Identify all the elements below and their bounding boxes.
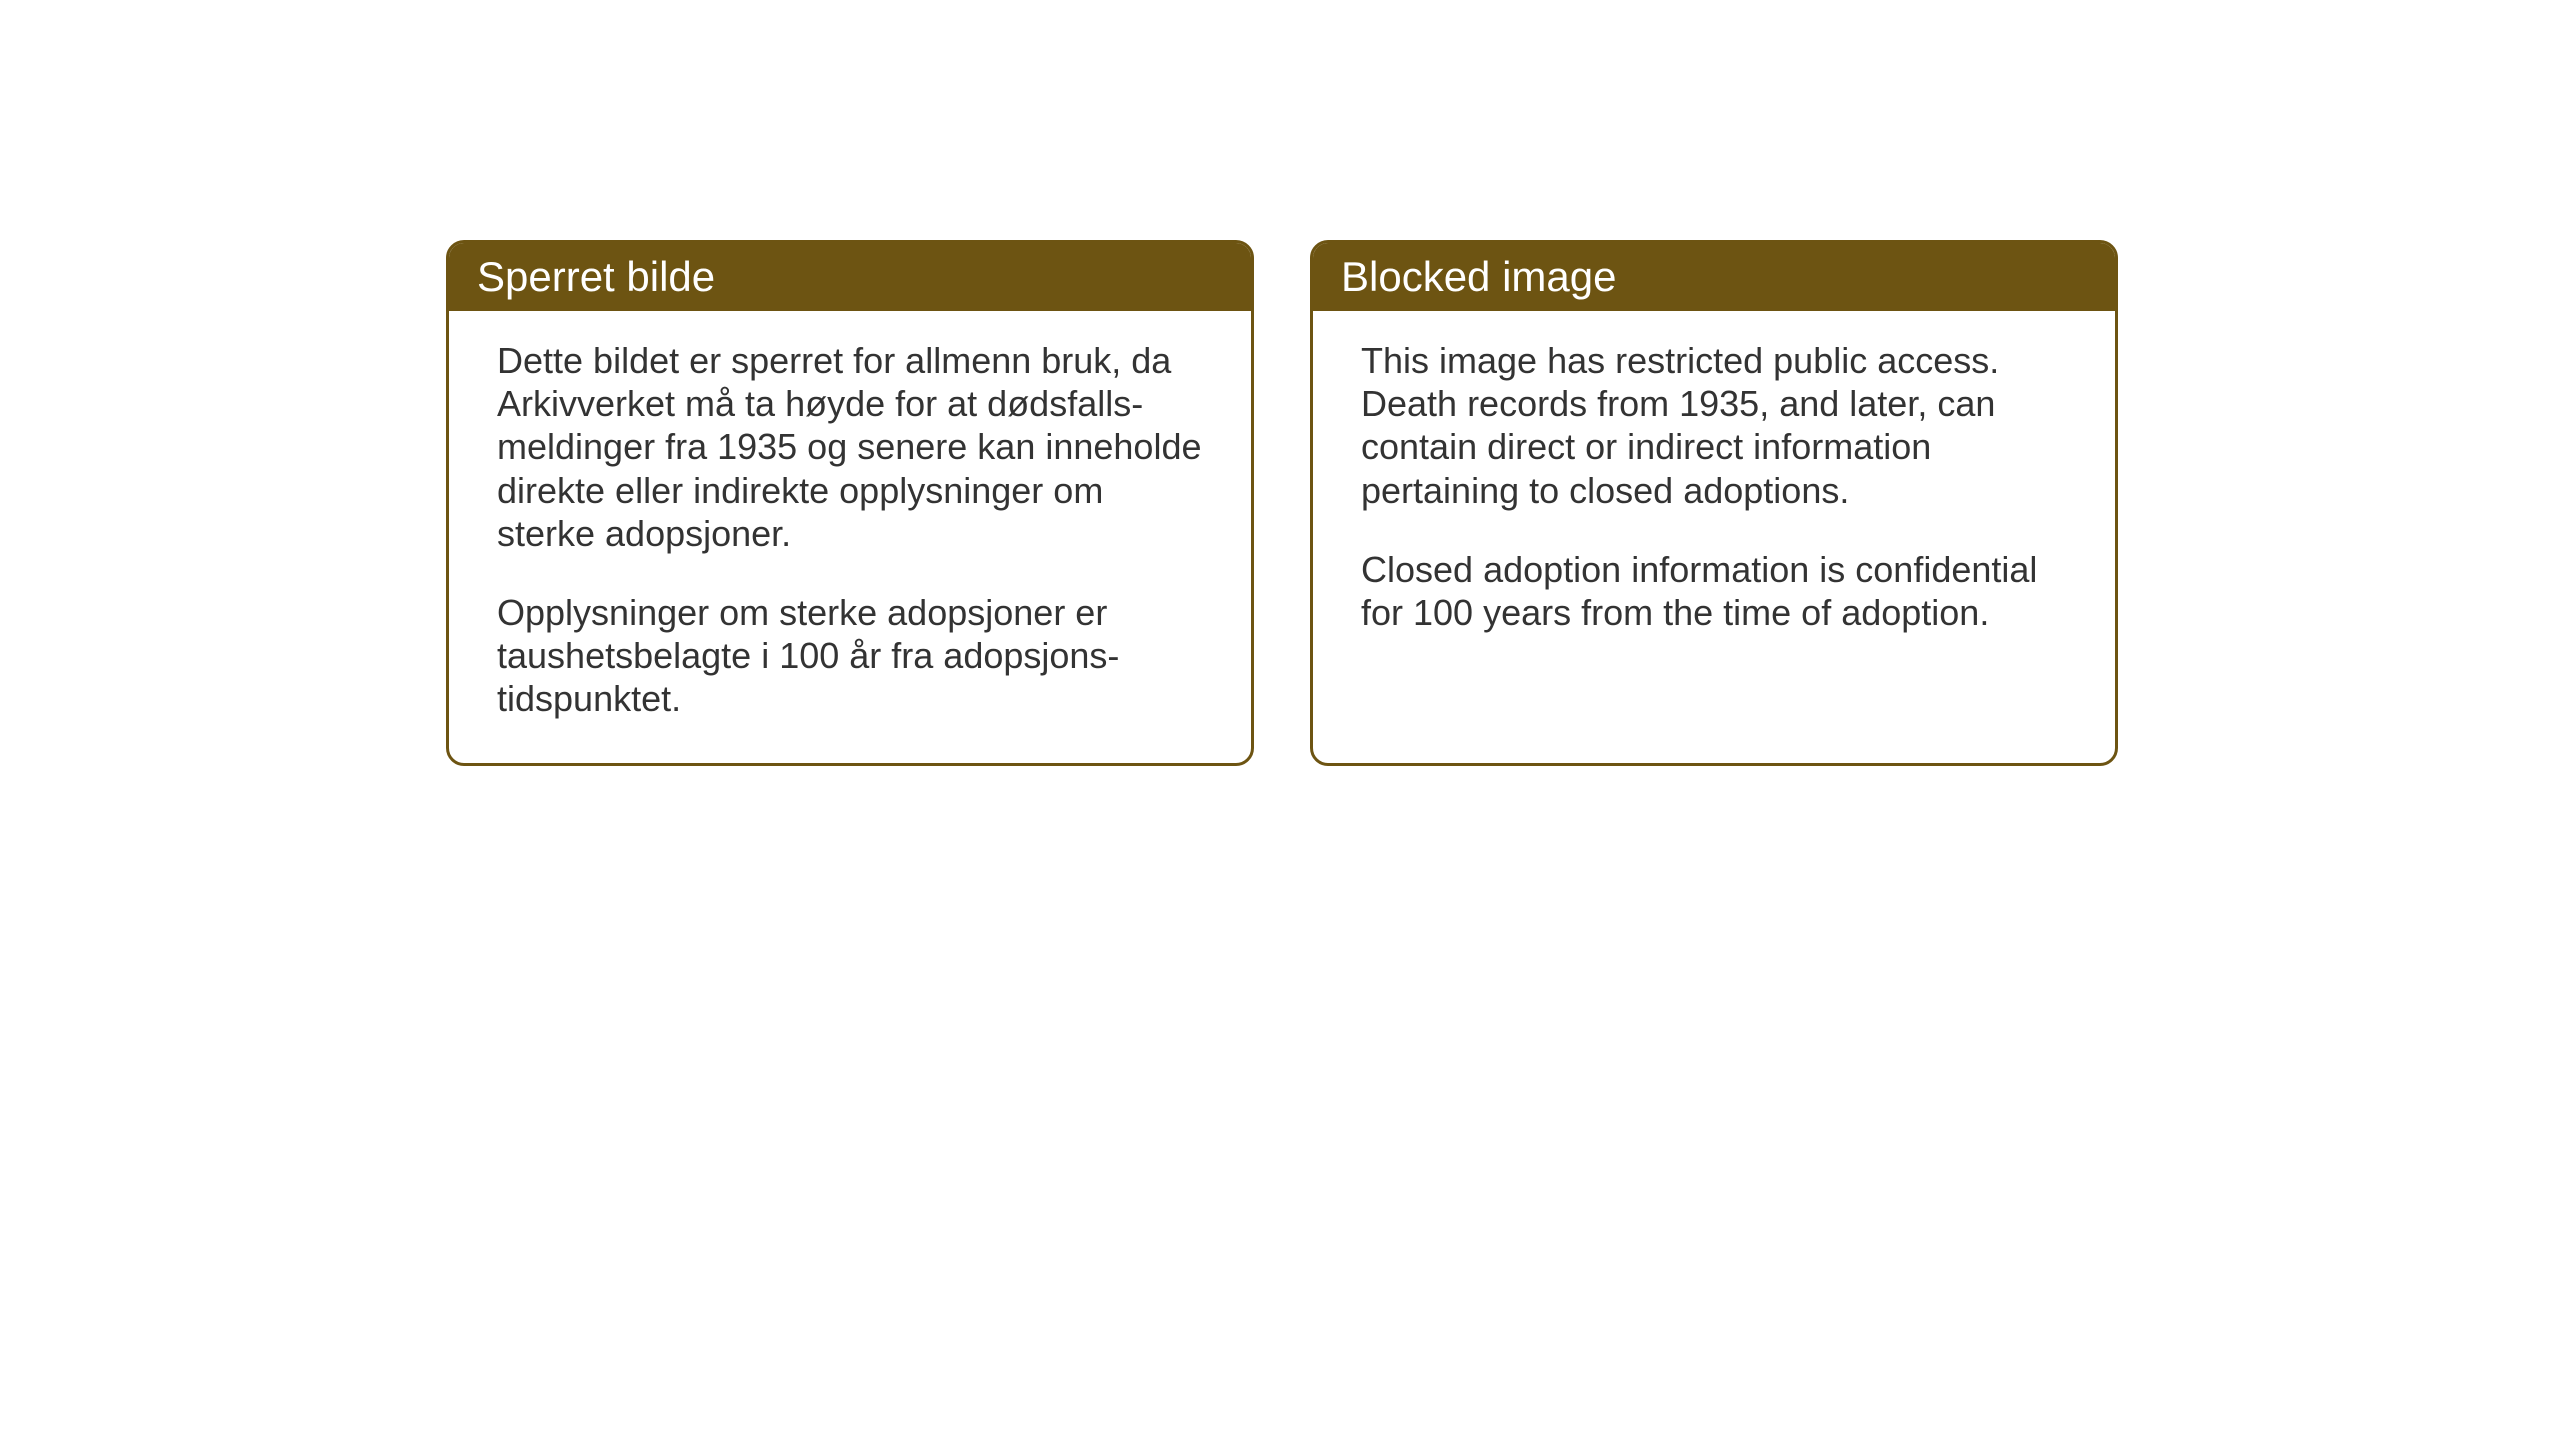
english-card-title: Blocked image xyxy=(1341,253,1616,300)
norwegian-paragraph-2: Opplysninger om sterke adopsjoner er tau… xyxy=(497,591,1203,721)
norwegian-paragraph-1: Dette bildet er sperret for allmenn bruk… xyxy=(497,339,1203,555)
norwegian-card-body: Dette bildet er sperret for allmenn bruk… xyxy=(449,311,1251,763)
english-card-body: This image has restricted public access.… xyxy=(1313,311,2115,676)
norwegian-card-header: Sperret bilde xyxy=(449,243,1251,311)
norwegian-card-title: Sperret bilde xyxy=(477,253,715,300)
english-card-header: Blocked image xyxy=(1313,243,2115,311)
english-paragraph-1: This image has restricted public access.… xyxy=(1361,339,2067,512)
card-container: Sperret bilde Dette bildet er sperret fo… xyxy=(446,240,2118,766)
english-paragraph-2: Closed adoption information is confident… xyxy=(1361,548,2067,634)
english-card: Blocked image This image has restricted … xyxy=(1310,240,2118,766)
norwegian-card: Sperret bilde Dette bildet er sperret fo… xyxy=(446,240,1254,766)
